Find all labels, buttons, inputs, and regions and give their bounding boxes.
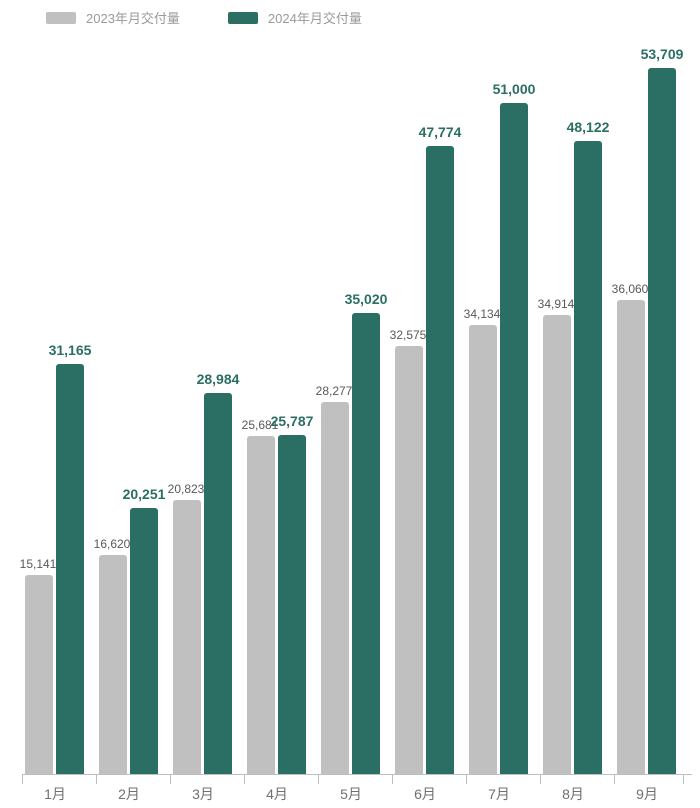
x-tick [466,774,467,784]
x-tick [683,774,684,784]
legend-label-2024: 2024年月交付量 [268,8,362,27]
chart-plot-area: 15,14131,16516,62020,25120,82328,98425,6… [22,44,692,774]
bar-2023 [543,315,571,774]
bar-value-label-2023: 16,620 [82,537,142,551]
legend-swatch-2023 [46,12,76,24]
x-axis-label: 8月 [540,784,606,804]
bar-2023 [469,325,497,774]
bar-2024 [648,68,676,774]
bar-value-label-2023: 20,823 [156,482,216,496]
legend-label-2023: 2023年月交付量 [86,8,180,27]
x-axis-label: 5月 [318,784,384,804]
x-axis: 1月 2月 3月 4月 5月 6月 7月 8月 9月 [22,774,692,808]
x-tick [170,774,171,784]
bar-2023 [25,575,53,774]
x-axis-label: 9月 [614,784,680,804]
x-tick [540,774,541,784]
bar-value-label-2024: 51,000 [484,81,544,97]
bar-2023 [321,402,349,774]
x-tick [614,774,615,784]
bar-2024 [500,103,528,774]
bar-2024 [352,313,380,774]
bar-value-label-2024: 25,787 [262,413,322,429]
legend-item-2024: 2024年月交付量 [228,8,362,27]
bar-value-label-2024: 35,020 [336,291,396,307]
x-axis-label: 4月 [244,784,310,804]
bar-value-label-2024: 53,709 [632,46,692,62]
x-axis-label: 1月 [22,784,88,804]
bar-value-label-2024: 47,774 [410,124,470,140]
bar-value-label-2023: 32,575 [378,328,438,342]
x-tick [96,774,97,784]
x-axis-label: 3月 [170,784,236,804]
x-tick [244,774,245,784]
bar-2023 [247,436,275,774]
bar-2024 [426,146,454,774]
x-tick [22,774,23,784]
bar-value-label-2024: 31,165 [40,342,100,358]
x-axis-label: 2月 [96,784,162,804]
x-axis-label: 7月 [466,784,532,804]
bar-2024 [278,435,306,774]
x-tick [392,774,393,784]
bar-2023 [173,500,201,774]
bar-value-label-2023: 28,277 [304,384,364,398]
bar-value-label-2024: 48,122 [558,119,618,135]
bar-2023 [395,346,423,774]
bar-value-label-2024: 28,984 [188,371,248,387]
legend-item-2023: 2023年月交付量 [46,8,180,27]
legend-swatch-2024 [228,12,258,24]
x-axis-label: 6月 [392,784,458,804]
bar-value-label-2023: 36,060 [600,282,660,296]
chart-legend: 2023年月交付量 2024年月交付量 [0,0,700,27]
bar-2023 [99,555,127,774]
bar-2024 [574,141,602,774]
x-axis-line [22,774,692,775]
bar-2024 [204,393,232,774]
bar-value-label-2023: 15,141 [8,557,68,571]
bar-value-label-2023: 34,914 [526,297,586,311]
bar-2023 [617,300,645,774]
bar-value-label-2023: 34,134 [452,307,512,321]
x-tick [318,774,319,784]
